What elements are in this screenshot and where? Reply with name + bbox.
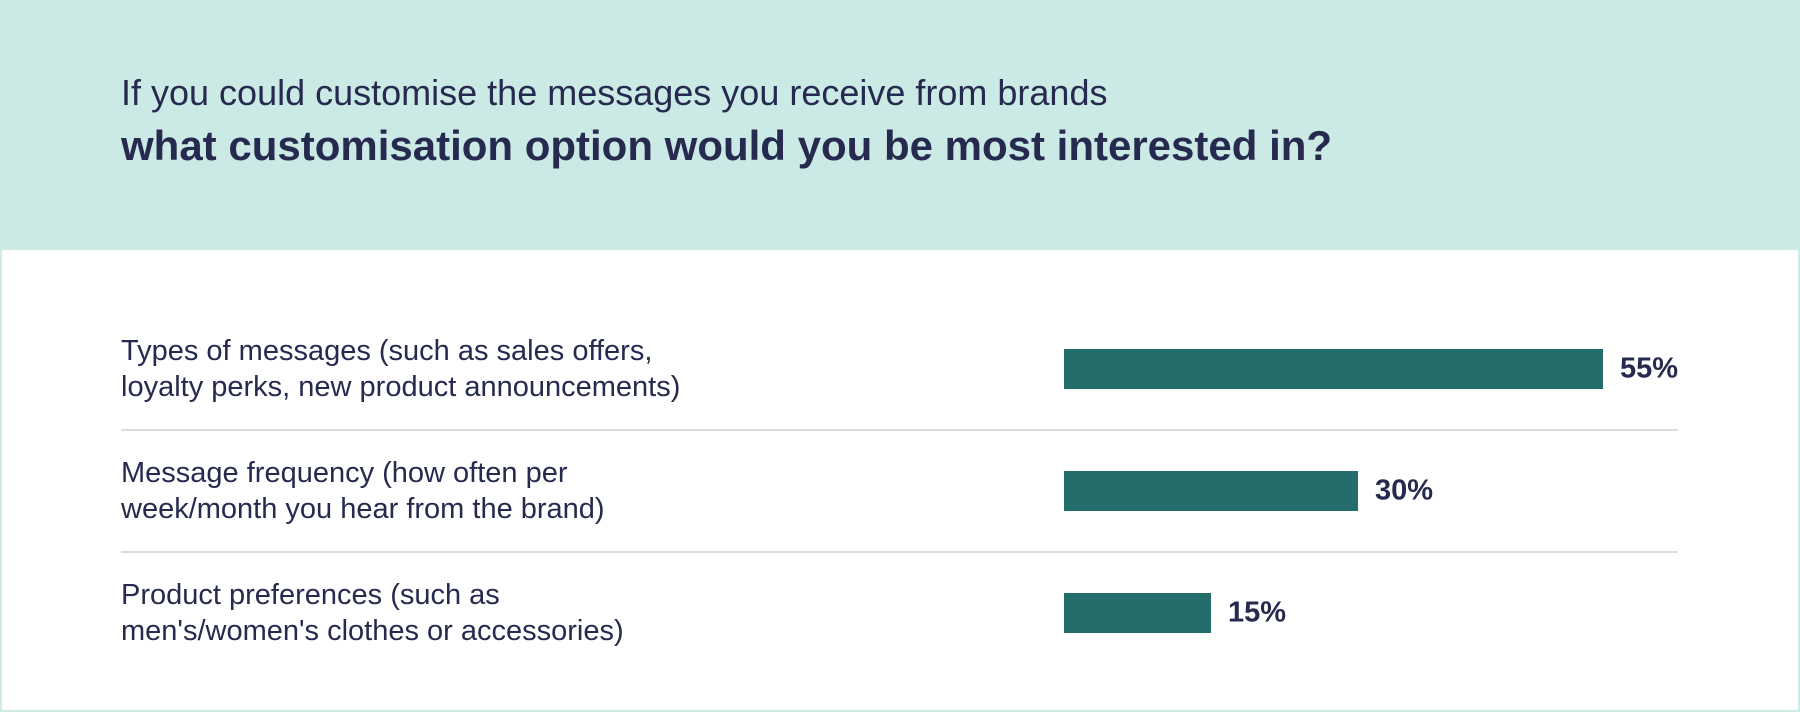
value-label: 15% bbox=[1228, 596, 1287, 629]
category-label: Product preferences (such as men's/women… bbox=[121, 579, 624, 647]
chart-subtitle: what customisation option would you be m… bbox=[121, 122, 1333, 169]
category-label: Types of messages (such as sales offers,… bbox=[121, 335, 681, 403]
bar bbox=[1064, 593, 1211, 633]
bar bbox=[1064, 471, 1358, 511]
value-label: 30% bbox=[1375, 474, 1434, 507]
header-band: If you could customise the messages you … bbox=[2, 2, 1798, 250]
category-label: Message frequency (how often per week/mo… bbox=[121, 457, 605, 525]
bar bbox=[1064, 349, 1603, 389]
row-divider bbox=[121, 551, 1678, 553]
value-label: 55% bbox=[1620, 352, 1679, 385]
row-divider bbox=[121, 429, 1678, 431]
chart-title: If you could customise the messages you … bbox=[121, 72, 1108, 113]
